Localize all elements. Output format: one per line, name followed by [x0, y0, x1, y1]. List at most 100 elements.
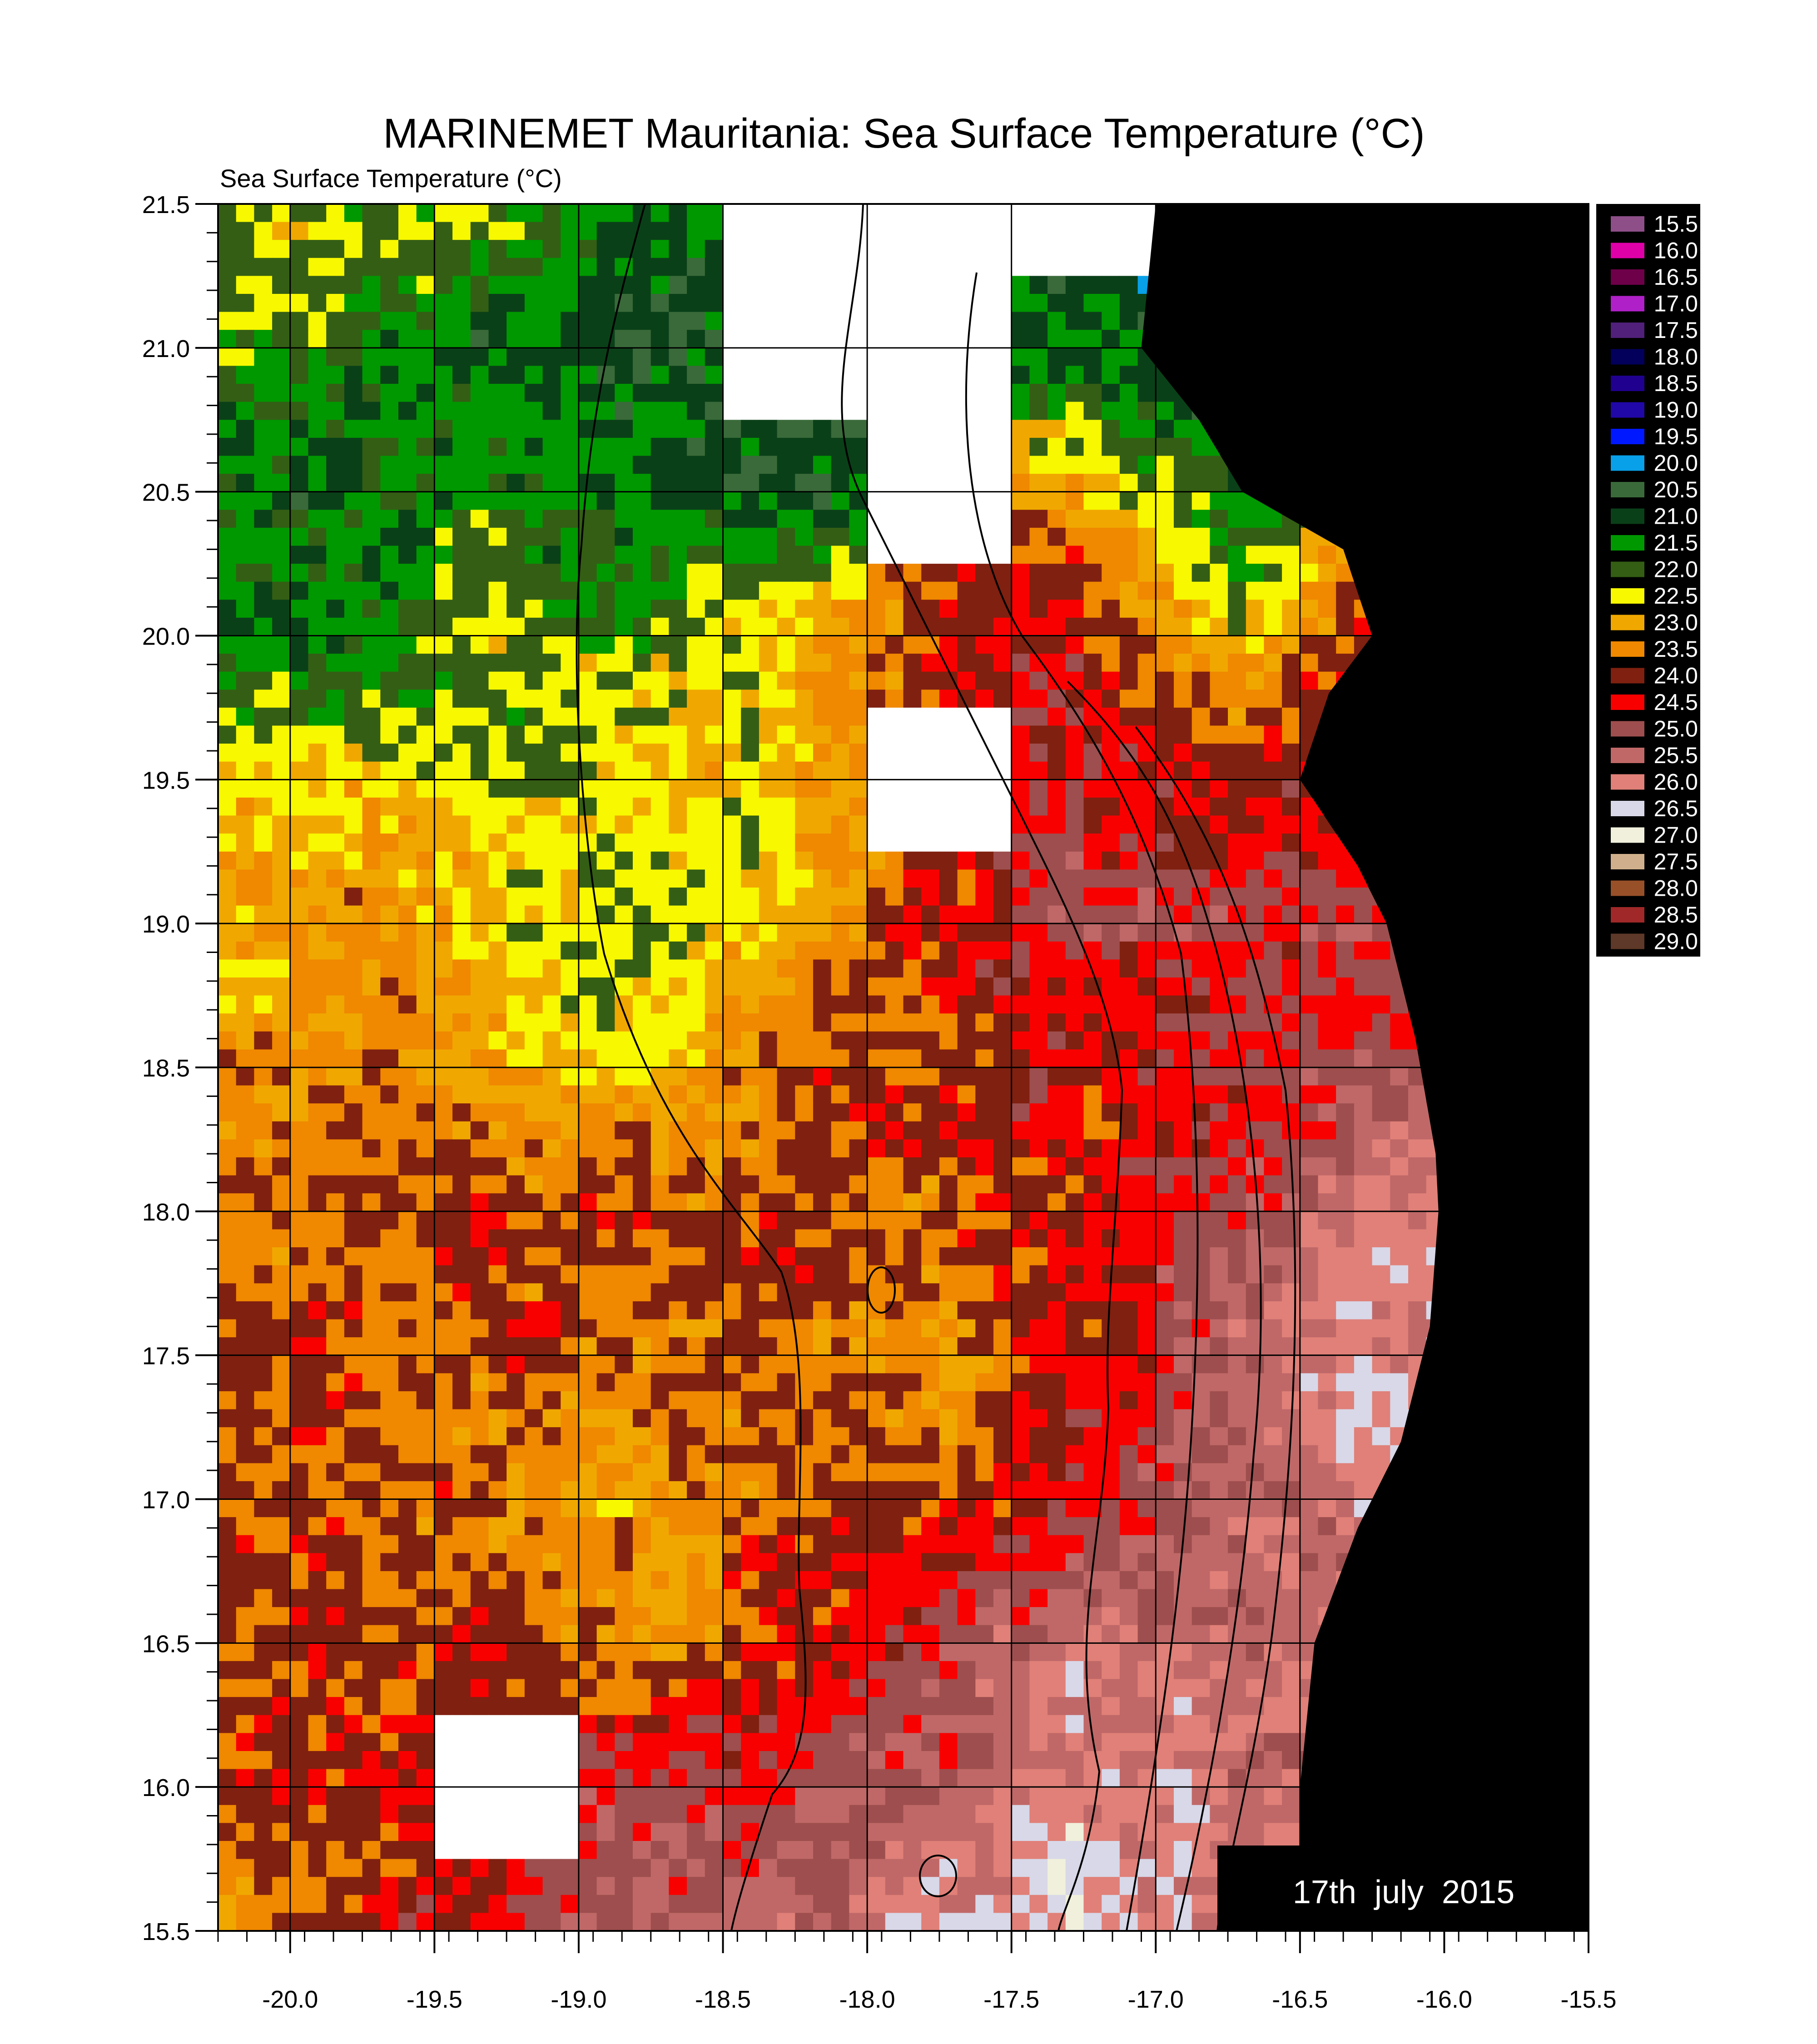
sst-cell: [1102, 1157, 1120, 1176]
sst-cell: [542, 833, 561, 852]
sst-cell: [1318, 1301, 1336, 1320]
sst-cell: [362, 402, 381, 421]
sst-cell: [362, 635, 381, 654]
sst-cell: [741, 330, 760, 348]
sst-cell: [1048, 1175, 1066, 1194]
sst-cell: [1137, 941, 1157, 960]
sst-cell: [777, 1355, 796, 1374]
sst-cell: [596, 437, 616, 456]
sst-cell: [633, 437, 651, 456]
sst-cell: [236, 456, 255, 474]
sst-cell: [1119, 1355, 1138, 1374]
sst-cell: [615, 654, 633, 672]
sst-cell: [921, 797, 940, 816]
sst-cell: [1029, 384, 1048, 402]
sst-cell: [254, 744, 273, 762]
sst-cell: [254, 1301, 273, 1320]
sst-cell: [1282, 1265, 1301, 1284]
sst-cell: [650, 744, 670, 762]
sst-cell: [777, 923, 796, 942]
sst-cell: [831, 204, 850, 223]
sst-cell: [615, 581, 633, 600]
sst-cell: [615, 1373, 633, 1392]
sst-cell: [849, 1013, 868, 1032]
sst-cell: [993, 654, 1012, 672]
sst-cell: [1228, 1301, 1246, 1320]
sst-cell: [723, 600, 741, 618]
sst-cell: [326, 1319, 345, 1338]
sst-cell: [921, 995, 940, 1014]
sst-cell: [705, 815, 724, 834]
sst-cell: [1137, 546, 1157, 564]
sst-cell: [308, 600, 327, 618]
sst-cell: [236, 1247, 255, 1266]
sst-cell: [777, 941, 796, 960]
sst-cell: [975, 851, 994, 870]
sst-cell: [1083, 707, 1102, 726]
sst-cell: [524, 1265, 543, 1284]
sst-cell: [1048, 905, 1066, 924]
sst-cell: [1174, 474, 1192, 492]
sst-cell: [993, 1283, 1012, 1302]
sst-cell: [344, 635, 363, 654]
sst-cell: [795, 1013, 814, 1032]
sst-cell: [488, 600, 507, 618]
sst-cell: [434, 707, 453, 726]
sst-cell: [723, 1139, 741, 1158]
sst-cell: [669, 330, 687, 348]
sst-cell: [1102, 869, 1120, 888]
sst-cell: [687, 1247, 705, 1266]
sst-cell: [975, 474, 994, 492]
sst-cell: [380, 294, 399, 313]
sst-cell: [524, 851, 543, 870]
sst-cell: [867, 312, 886, 331]
sst-cell: [831, 959, 850, 978]
sst-cell: [813, 815, 832, 834]
sst-cell: [1119, 1265, 1138, 1284]
sst-cell: [957, 815, 976, 834]
sst-cell: [759, 402, 778, 421]
sst-cell: [488, 546, 507, 564]
sst-cell: [596, 420, 616, 438]
sst-cell: [759, 690, 778, 708]
sst-cell: [921, 1301, 940, 1320]
sst-cell: [1300, 600, 1319, 618]
sst-cell: [506, 491, 525, 511]
sst-cell: [741, 258, 760, 277]
sst-cell: [975, 1373, 994, 1392]
sst-cell: [705, 1049, 724, 1068]
sst-cell: [1191, 923, 1211, 942]
sst-cell: [308, 779, 327, 798]
sst-cell: [416, 1247, 435, 1266]
sst-cell: [1372, 959, 1391, 978]
sst-cell: [1282, 1103, 1301, 1122]
sst-cell: [272, 1175, 291, 1194]
sst-cell: [218, 833, 237, 852]
sst-cell: [921, 1121, 940, 1140]
sst-cell: [903, 276, 922, 294]
sst-cell: [849, 654, 868, 672]
sst-cell: [290, 690, 309, 708]
sst-cell: [1282, 888, 1301, 906]
sst-cell: [1156, 527, 1174, 546]
sst-cell: [1264, 977, 1282, 996]
sst-cell: [1282, 1049, 1301, 1068]
sst-cell: [1191, 474, 1211, 492]
sst-cell: [1174, 941, 1192, 960]
sst-cell: [326, 1247, 345, 1266]
sst-cell: [1156, 491, 1174, 511]
sst-cell: [813, 725, 832, 744]
sst-cell: [831, 1013, 850, 1032]
sst-cell: [308, 725, 327, 744]
sst-cell: [488, 923, 507, 942]
sst-cell: [1119, 1103, 1138, 1122]
sst-cell: [867, 491, 886, 511]
sst-cell: [561, 690, 579, 708]
sst-cell: [488, 276, 507, 294]
sst-cell: [236, 1301, 255, 1320]
sst-cell: [488, 1013, 507, 1032]
sst-cell: [218, 564, 237, 582]
sst-cell: [795, 1229, 814, 1248]
sst-cell: [669, 1139, 687, 1158]
